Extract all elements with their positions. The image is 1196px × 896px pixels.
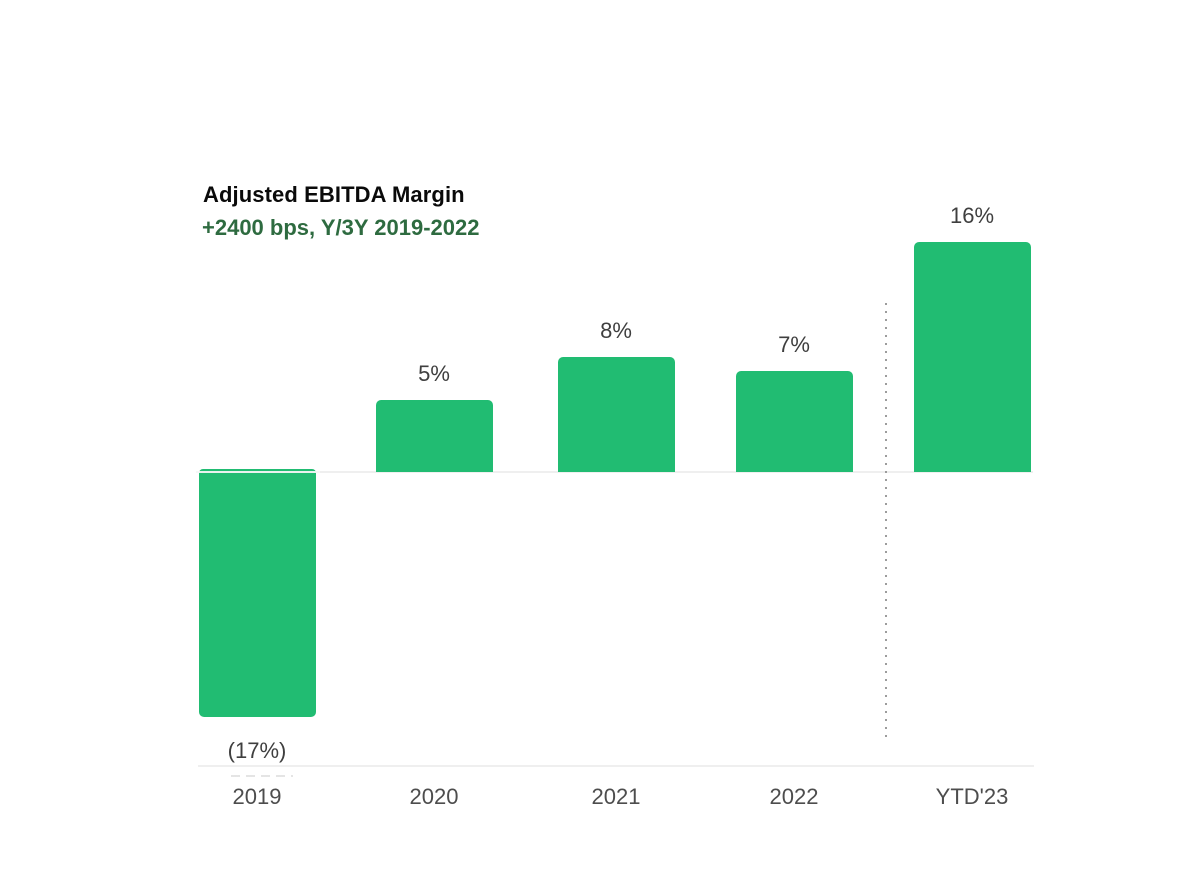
bar-YTD'23 xyxy=(913,241,1031,472)
value-label-2020: 5% xyxy=(418,361,450,386)
render-artifact xyxy=(231,775,293,777)
axis-label-2019: 2019 xyxy=(232,784,282,809)
axis-label-2022: 2022 xyxy=(769,784,819,809)
value-label-2019: (17%) xyxy=(227,737,287,763)
ytd-separator-dotted-line xyxy=(885,303,887,737)
chart-subtitle: +2400 bps, Y/3Y 2019-2022 xyxy=(202,215,480,240)
axis-label-2020: 2020 xyxy=(409,784,459,809)
bar-2019 xyxy=(198,469,316,717)
value-label-2021: 8% xyxy=(600,317,632,343)
bottom-axis-line xyxy=(198,765,1034,767)
value-label-2022: 7% xyxy=(778,332,810,358)
bar-2021 xyxy=(557,356,675,472)
zero-axis-line xyxy=(196,471,1033,473)
bar-2020 xyxy=(375,400,493,472)
value-label-YTD'23: 16% xyxy=(949,202,995,228)
axis-label-YTD'23: YTD'23 xyxy=(935,784,1009,809)
zero-axis-line-overlay xyxy=(196,471,320,473)
bar-2022 xyxy=(735,371,853,472)
axis-label-2021: 2021 xyxy=(591,784,641,809)
chart-title: Adjusted EBITDA Margin xyxy=(203,182,465,207)
